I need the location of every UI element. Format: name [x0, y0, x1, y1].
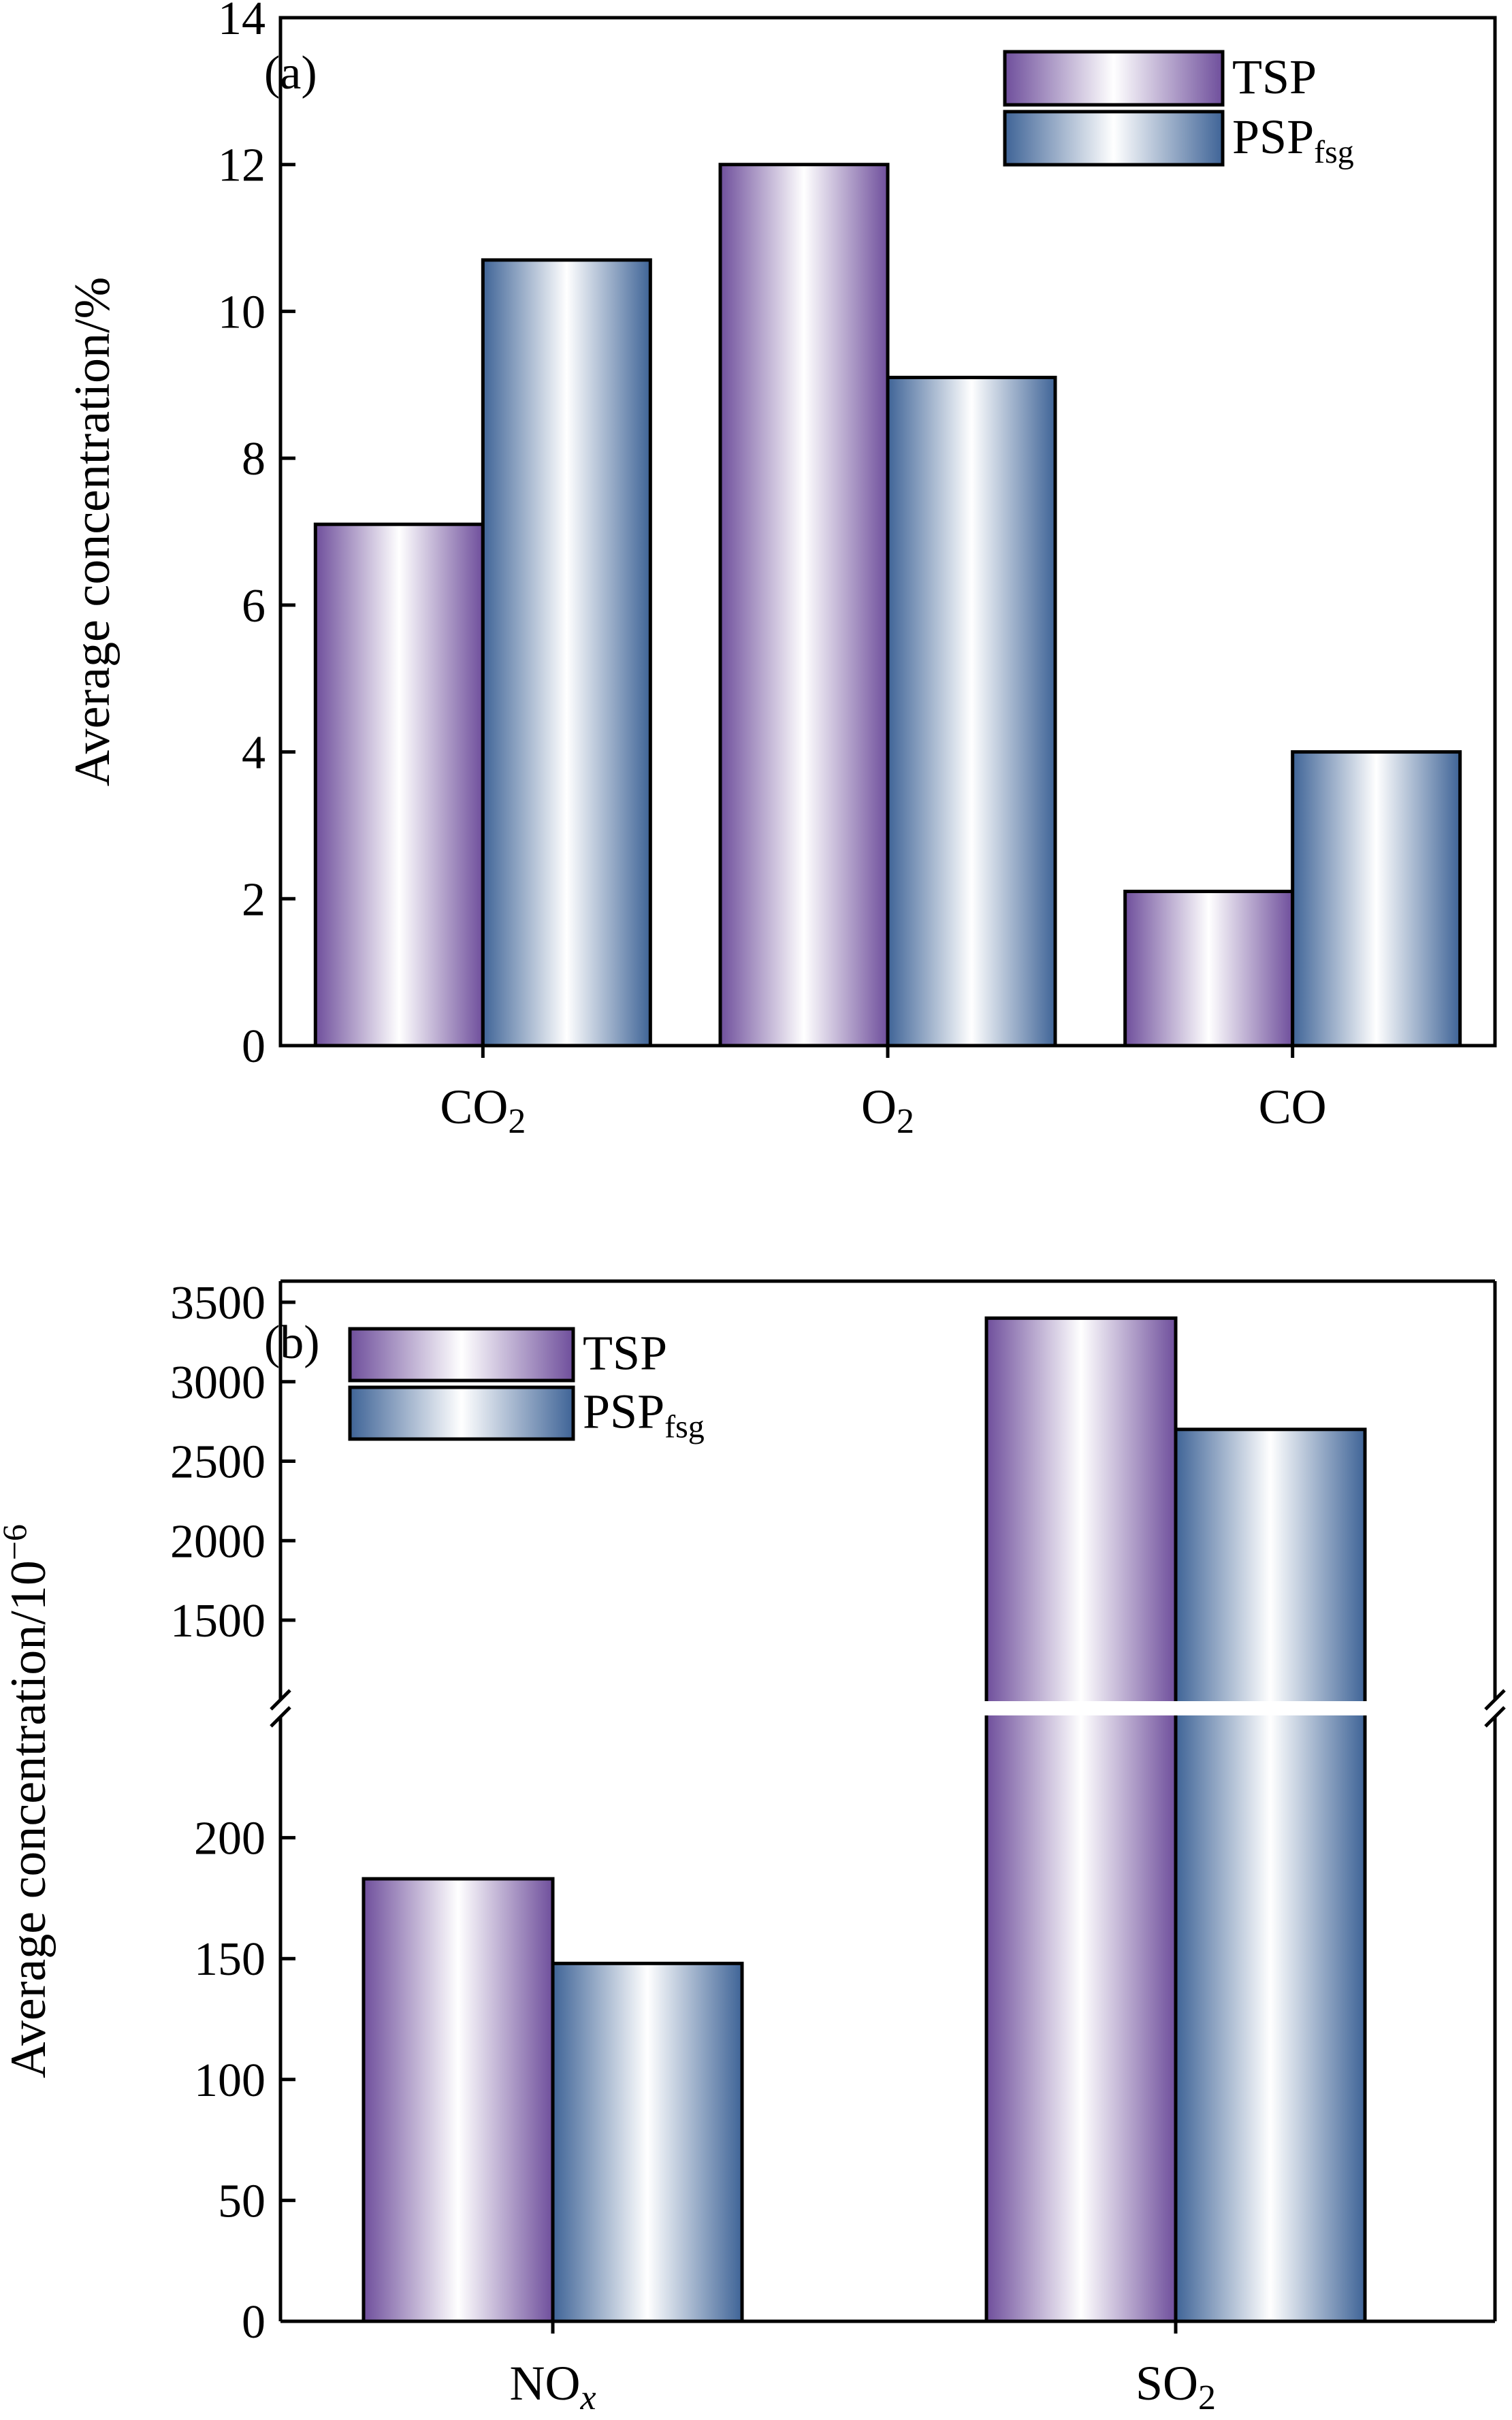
x-tick-label: O2: [861, 1080, 914, 1141]
bar-psp: [1291, 750, 1462, 1048]
y-tick-label: 4: [242, 727, 266, 779]
break-mark-right-lower: [1484, 1706, 1506, 1728]
break-gap: [980, 1701, 1375, 1715]
bars-a: [313, 163, 1462, 1048]
y-tick-label: 200: [194, 1813, 266, 1865]
chart-panel-a: 0 2 4 6 8 10 12 14 CO2 O2 CO Average concentratio…: [65, 0, 1497, 1141]
break-mark-left-upper: [270, 1689, 291, 1711]
legend-swatch-psp: [348, 1385, 575, 1441]
y-tick-label: 6: [242, 580, 266, 632]
y-tick-label: 2500: [170, 1436, 266, 1489]
x-tick-label: CO2: [440, 1080, 526, 1141]
y-axis-ticks-a: 0 2 4 6 8 10 12 14: [218, 0, 295, 1073]
bar-tsp: [361, 1877, 555, 2323]
y-tick-label: 0: [242, 1020, 266, 1073]
y-tick-label: 8: [242, 433, 266, 485]
bar-tsp: [313, 522, 485, 1048]
y-tick-label: 12: [218, 140, 266, 192]
bar-psp: [886, 376, 1057, 1048]
panel-label-a: (a): [264, 47, 317, 99]
y-tick-label: 1500: [170, 1595, 266, 1647]
legend-swatch-psp: [1003, 110, 1225, 167]
legend-swatch-tsp: [1003, 50, 1225, 107]
y-tick-label: 3000: [170, 1357, 266, 1409]
y-tick-label: 2: [242, 873, 266, 926]
panel-label-b: (b): [264, 1317, 320, 1369]
bar-psp: [551, 1961, 744, 2323]
x-tick-label: NOx: [509, 2356, 596, 2417]
x-tick-label: CO: [1259, 1080, 1327, 1134]
y-tick-label: 50: [218, 2175, 266, 2227]
y-axis-label-b: Average concentration/10−6: [0, 1524, 57, 2078]
bar-tsp: [984, 1316, 1178, 2323]
bar-tsp: [718, 163, 890, 1048]
legend-label-psp: PSPfsg: [1232, 110, 1354, 170]
y-tick-label: 150: [194, 1933, 266, 1986]
legend-swatch-tsp: [348, 1327, 575, 1383]
bar-psp: [1174, 1427, 1367, 2323]
break-mark-right-upper: [1484, 1689, 1506, 1711]
axis-break-b: [270, 1689, 1506, 1728]
legend-label-psp: PSPfsg: [583, 1384, 705, 1445]
y-tick-label: 0: [242, 2296, 266, 2349]
bars-b: [361, 1316, 1367, 2323]
bar-psp: [481, 258, 652, 1048]
y-axis-label-a: Average concentration/%: [65, 277, 120, 787]
y-tick-label: 2000: [170, 1515, 266, 1568]
y-tick-label: 14: [218, 0, 266, 45]
break-mark-left-lower: [270, 1706, 291, 1728]
x-axis-labels-b: NOx SO2: [509, 2321, 1216, 2417]
y-axis-ticks-b: 0 50 100 150 200 1500 2000 2500 3000 3500: [170, 1277, 295, 2349]
legend-label-tsp: TSP: [583, 1325, 667, 1380]
x-tick-label: SO2: [1136, 2356, 1216, 2417]
legend-label-tsp: TSP: [1232, 50, 1317, 104]
y-tick-label: 100: [194, 2054, 266, 2107]
y-tick-label: 10: [218, 286, 266, 338]
legend-a: TSP PSPfsg: [1003, 50, 1354, 170]
y-tick-label: 3500: [170, 1277, 266, 1329]
x-axis-labels-a: CO2 O2 CO: [440, 1046, 1327, 1141]
bar-tsp: [1123, 890, 1295, 1048]
